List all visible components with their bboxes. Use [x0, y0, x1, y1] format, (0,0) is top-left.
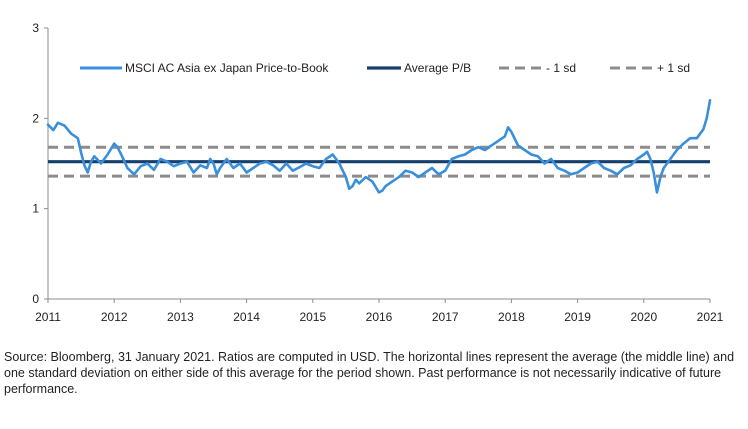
- series-lines: [46, 99, 712, 194]
- x-tick-label: 2011: [35, 310, 61, 324]
- legend-label: - 1 sd: [546, 61, 576, 75]
- legend-label: Average P/B: [404, 61, 471, 75]
- x-tick-label: 2020: [630, 310, 657, 324]
- legend-label: MSCI AC Asia ex Japan Price-to-Book: [125, 61, 329, 75]
- legend: MSCI AC Asia ex Japan Price-to-Book Avera…: [80, 61, 690, 75]
- y-tick-label: 2: [32, 111, 39, 125]
- x-tick-label: 2017: [432, 310, 459, 324]
- axes: 0 1 2 3 2011 2012 2013 2014 2015 2016 2017 2018 2019…: [32, 21, 723, 324]
- y-tick-label: 3: [32, 21, 39, 35]
- source-footnote: Source: Bloomberg, 31 January 2021. Rati…: [4, 350, 735, 396]
- x-tick-label: 2013: [167, 310, 194, 324]
- x-tick-label: 2018: [498, 310, 525, 324]
- legend-label: + 1 sd: [657, 61, 690, 75]
- x-tick-label: 2015: [299, 310, 326, 324]
- pb-series-line: [46, 99, 712, 194]
- y-tick-label: 0: [32, 292, 39, 306]
- pb-ratio-chart: 0 1 2 3 2011 2012 2013 2014 2015 2016 2017 2018 2019…: [32, 21, 723, 324]
- x-tick-label: 2021: [697, 310, 724, 324]
- x-tick-label: 2012: [101, 310, 128, 324]
- x-tick-label: 2019: [564, 310, 591, 324]
- x-tick-label: 2016: [366, 310, 393, 324]
- y-tick-label: 1: [32, 202, 39, 216]
- x-tick-label: 2014: [233, 310, 260, 324]
